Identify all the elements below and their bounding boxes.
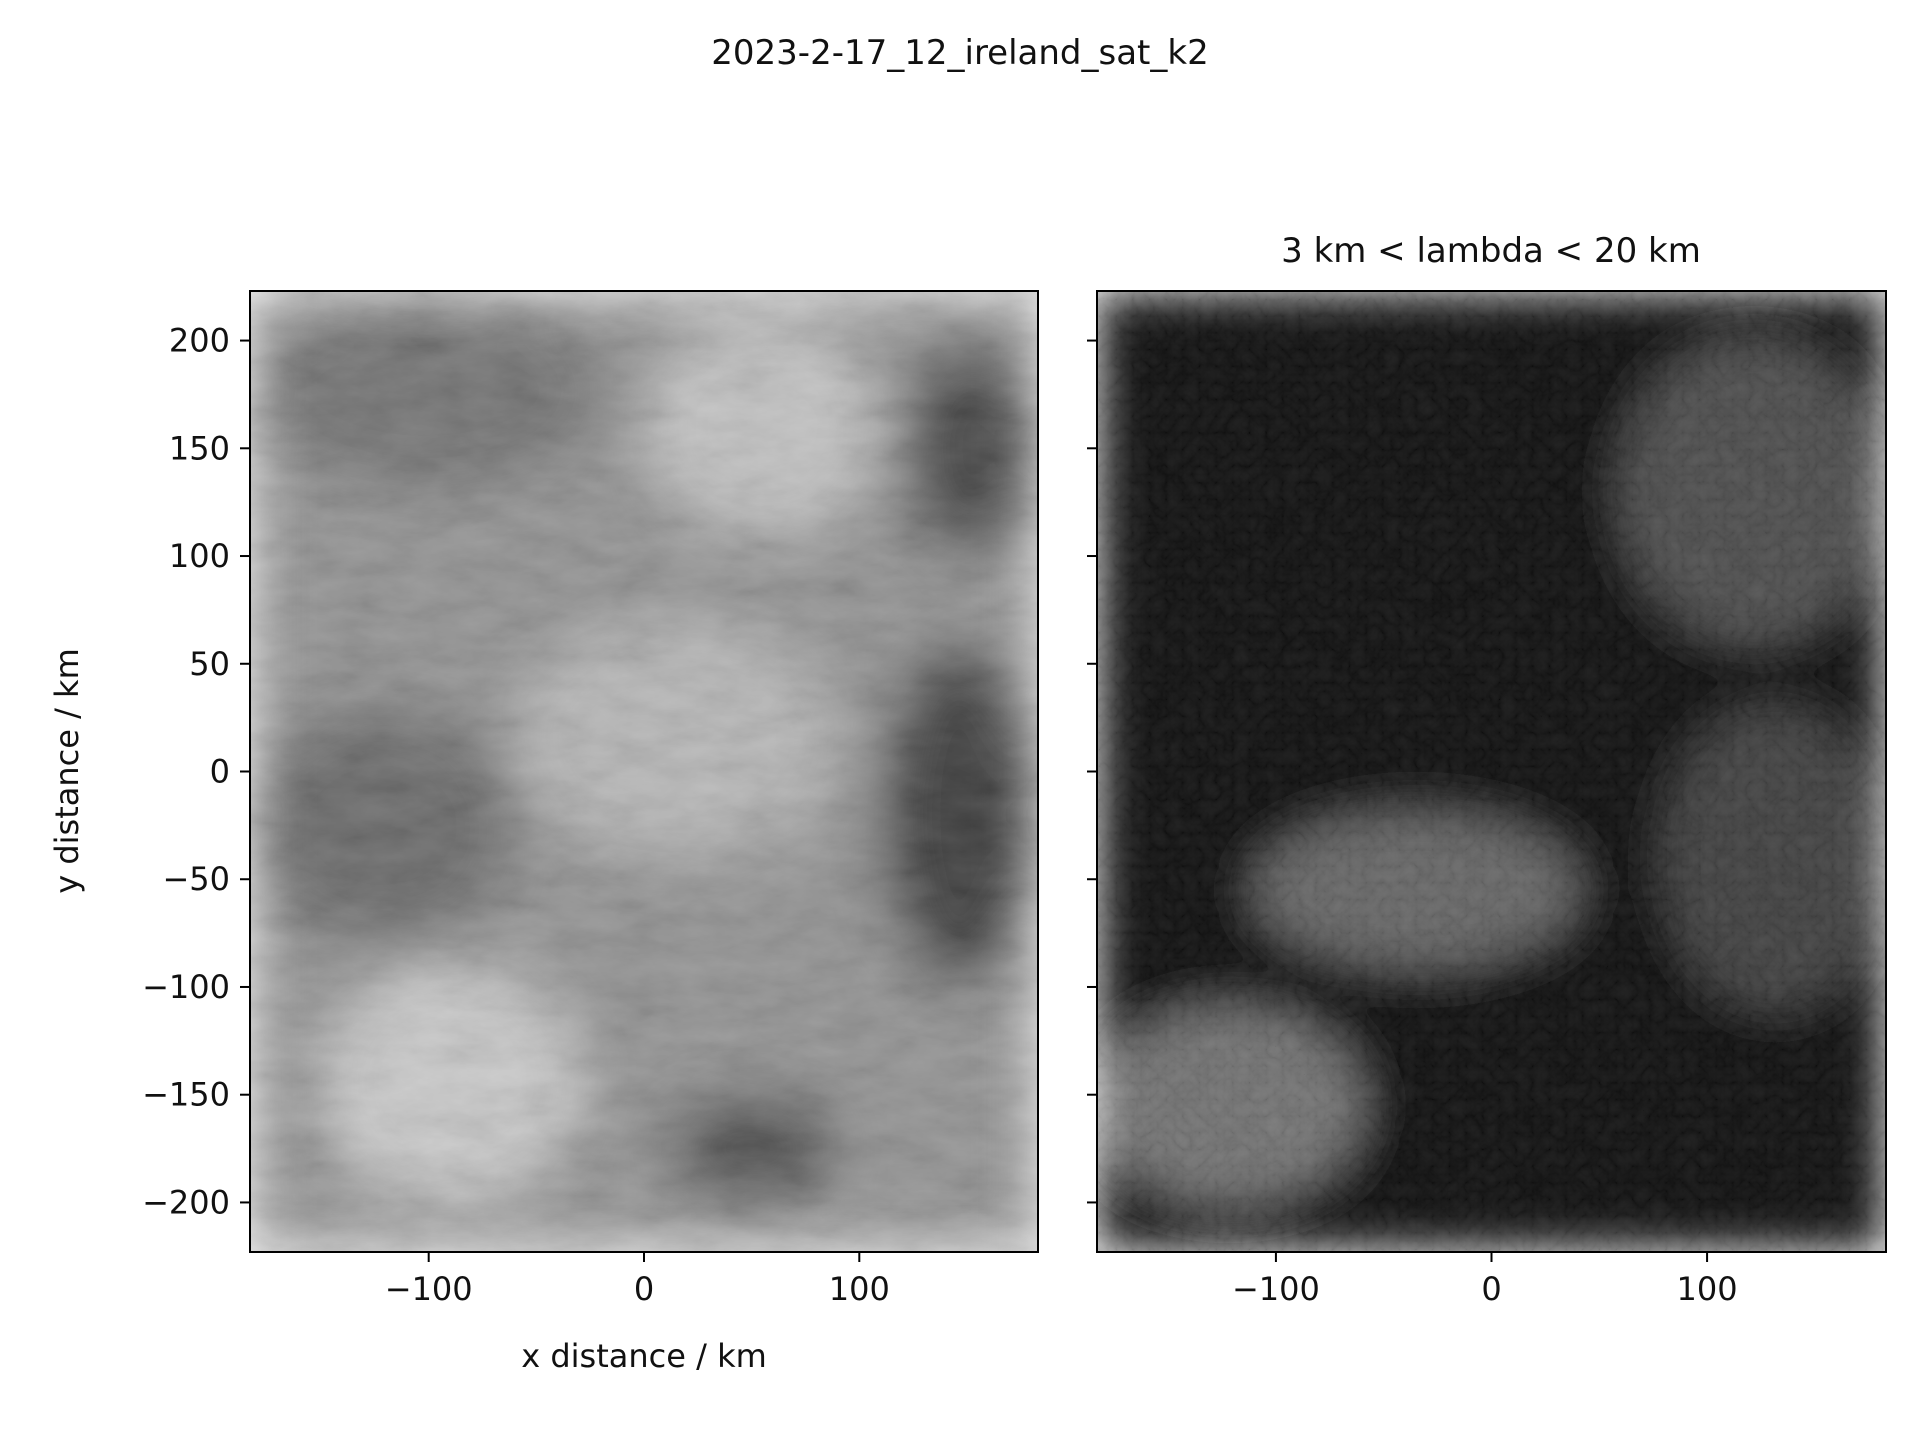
left-y-tick-label: 50 <box>189 645 230 683</box>
left-heatmap-texture <box>250 291 1038 1252</box>
left-y-tick-label: −50 <box>162 860 230 898</box>
left-x-tick-label: 100 <box>829 1270 890 1308</box>
left-y-tick-label: 150 <box>169 429 230 467</box>
left-y-tick-label: −100 <box>142 968 230 1006</box>
left-y-tick-label: 200 <box>169 322 230 360</box>
right-x-tick-label: 0 <box>1481 1270 1501 1308</box>
right-panel: −100 0 100 <box>1087 290 1887 1308</box>
right-x-tick-label: −100 <box>1232 1270 1320 1308</box>
right-heatmap-texture <box>1097 291 1886 1252</box>
left-x-tick-label: 0 <box>634 1270 654 1308</box>
right-x-tick-label: 100 <box>1677 1270 1738 1308</box>
right-panel-title: 3 km < lambda < 20 km <box>1281 231 1701 271</box>
left-x-axis-label: x distance / km <box>521 1337 767 1375</box>
left-panel: −100 0 100 −200 −150 −100 −50 0 50 100 150 200 x d… <box>48 290 1039 1375</box>
left-y-tick-label: −200 <box>142 1183 230 1221</box>
left-y-tick-label: −150 <box>142 1076 230 1114</box>
left-y-tick-label: 100 <box>169 537 230 575</box>
left-y-tick-label: 0 <box>210 753 230 791</box>
figure-suptitle: 2023-2-17_12_ireland_sat_k2 <box>711 33 1208 73</box>
left-x-tick-label: −100 <box>385 1270 473 1308</box>
left-y-axis-label: y distance / km <box>48 648 86 894</box>
